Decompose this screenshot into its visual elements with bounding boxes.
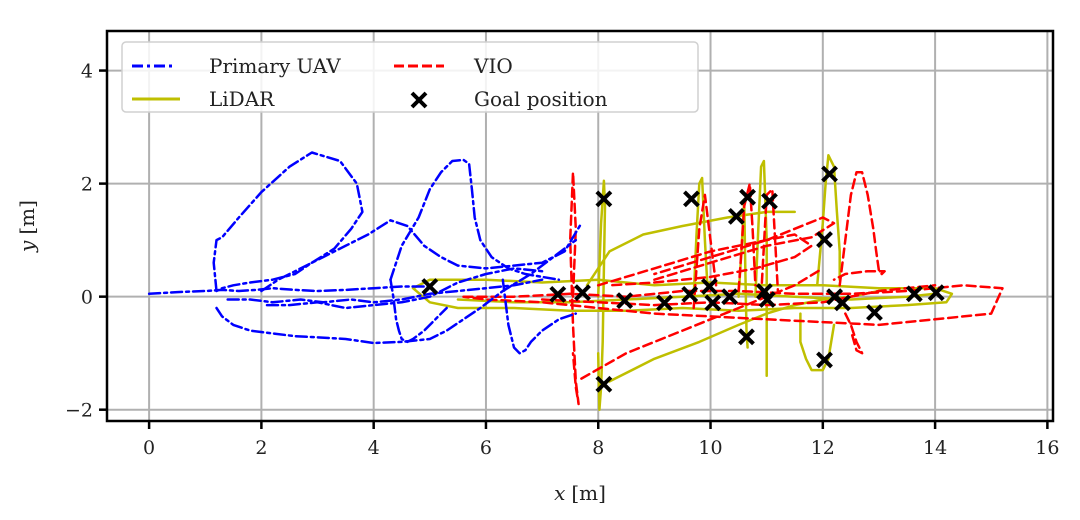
series-vio: [462, 171, 1004, 406]
x-tick-label: 14: [923, 437, 947, 459]
legend-label-vio: VIO: [473, 54, 513, 78]
trajectory-path: [260, 219, 583, 293]
x-axis-label-unit: [m]: [571, 481, 606, 505]
x-tick-label: 6: [480, 437, 492, 459]
legend-label-lidar: LiDAR: [209, 87, 275, 111]
y-axis-label: y [m]: [15, 200, 39, 253]
trajectory-path: [462, 284, 1004, 327]
goal-marker: [905, 285, 923, 303]
goal-marker: [681, 285, 699, 303]
series-layer: [147, 151, 1004, 411]
trajectory-path: [596, 179, 607, 411]
goal-marker: [421, 278, 439, 295]
legend-label-primary-uav: Primary UAV: [209, 54, 341, 78]
trajectory-path: [832, 171, 886, 287]
x-tick-label: 10: [698, 437, 722, 459]
trajectory-path: [596, 233, 813, 287]
x-axis-label: x [m]: [554, 481, 606, 505]
trajectory-path: [389, 158, 561, 281]
goal-marker: [616, 292, 634, 310]
trajectory-path: [212, 151, 364, 293]
legend-label-goal: Goal position: [474, 87, 608, 111]
goal-marker: [816, 351, 833, 369]
trajectory-path: [737, 182, 757, 293]
series-primary-uav: [147, 151, 583, 355]
x-tick-label: 4: [368, 437, 380, 459]
goal-marker: [595, 375, 613, 393]
x-tick-label: 16: [1035, 437, 1059, 459]
goal-marker: [739, 188, 756, 206]
goal-marker: [816, 231, 833, 248]
trajectory-path: [580, 267, 825, 380]
y-tick-label: −2: [65, 400, 93, 422]
goal-marker: [721, 288, 739, 306]
trajectory-path: [692, 176, 709, 298]
axes-frame: [105, 29, 1055, 423]
x-axis-label-var: x: [554, 481, 565, 505]
trajectory-path: [568, 171, 580, 406]
goal-marker: [758, 291, 776, 308]
trajectory-path: [215, 238, 578, 345]
goal-marker: [834, 294, 851, 312]
goal-marker: [927, 284, 945, 302]
legend-handle-goal-icon: [410, 91, 428, 109]
goal-marker: [738, 328, 755, 346]
trajectory-path: [754, 159, 768, 378]
x-tick-label: 12: [811, 437, 835, 459]
goal-marker: [727, 207, 745, 225]
y-tick-label: 4: [81, 61, 93, 83]
y-tick-label: 0: [81, 287, 93, 309]
y-axis-label-var: y: [15, 240, 39, 253]
legend: Primary UAV VIO LiDAR Goal position: [121, 41, 699, 113]
y-tick-label: 2: [81, 174, 93, 196]
x-tick-label: 2: [255, 437, 267, 459]
trajectory-path: [147, 285, 432, 296]
trajectory-path: [653, 216, 836, 281]
goal-marker: [549, 285, 567, 303]
trajectory-path: [844, 312, 864, 355]
goal-marker: [700, 278, 718, 295]
x-axis-ticks: 0 2 4 6 8 10 12 14 16: [143, 421, 1059, 459]
trajectory-path: [411, 278, 954, 313]
trajectory-path: [265, 267, 544, 310]
goal-marker: [866, 304, 883, 321]
y-axis-label-unit: [m]: [15, 200, 39, 235]
y-axis-ticks: −2 0 2 4: [65, 61, 107, 422]
goal-marker: [595, 190, 613, 208]
goal-marker: [574, 284, 591, 302]
goal-marker: [656, 294, 673, 312]
goal-marker: [683, 190, 700, 208]
trajectory-path: [759, 188, 780, 298]
goal-marker: [821, 165, 838, 183]
trajectory-path: [501, 278, 578, 355]
goal-marker: [761, 192, 778, 210]
x-tick-label: 8: [592, 437, 604, 459]
goal-marker: [704, 294, 722, 312]
goal-markers: [421, 165, 945, 393]
trajectory-path: [226, 278, 544, 304]
legend-box: [121, 41, 699, 113]
x-tick-label: 0: [143, 437, 155, 459]
trajectory-path: [456, 292, 937, 304]
trajectory-path: [389, 278, 448, 344]
trajectory-path: [540, 284, 937, 307]
trajectory-path: [692, 193, 718, 310]
